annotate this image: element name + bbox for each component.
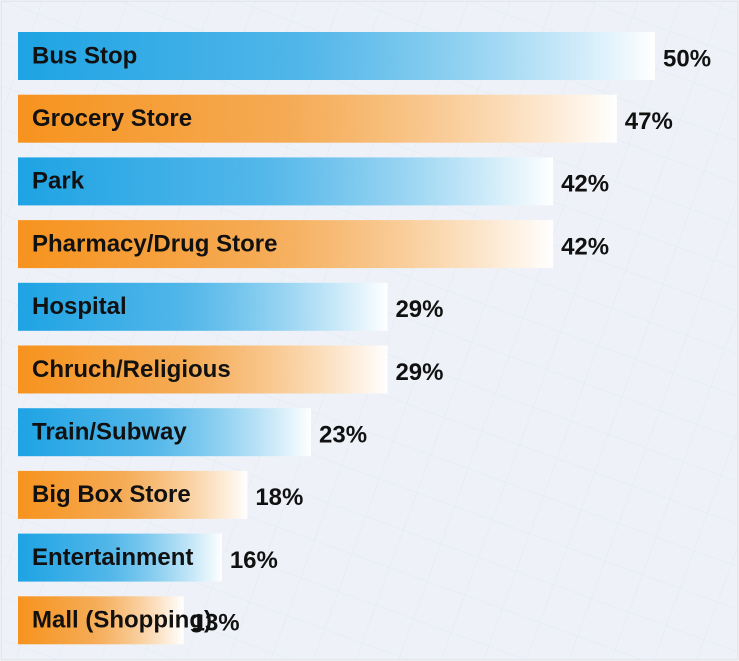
bar <box>18 408 312 457</box>
category-label: Big Box Store <box>32 481 191 508</box>
category-label: Park <box>32 168 85 195</box>
category-label: Bus Stop <box>32 42 137 69</box>
category-label: Grocery Store <box>32 105 192 132</box>
bar <box>18 220 554 269</box>
value-label: 47% <box>625 108 673 135</box>
category-label: Hospital <box>32 293 127 320</box>
category-label: Chruch/Religious <box>32 356 231 383</box>
category-label: Mall (Shopping) <box>32 607 212 634</box>
value-label: 13% <box>192 610 240 637</box>
value-label: 18% <box>255 484 303 511</box>
category-label: Entertainment <box>32 544 193 571</box>
bar <box>18 32 655 80</box>
bar <box>18 157 554 206</box>
category-label: Pharmacy/Drug Store <box>32 230 277 257</box>
value-label: 29% <box>395 359 443 386</box>
bar <box>18 596 184 645</box>
bar <box>18 345 388 394</box>
value-label: 29% <box>395 296 443 323</box>
value-label: 50% <box>663 45 711 72</box>
value-label: 23% <box>319 422 367 449</box>
bar <box>18 470 248 519</box>
category-label: Train/Subway <box>32 419 187 446</box>
bar <box>18 94 617 143</box>
bar <box>18 282 388 331</box>
bar <box>18 533 222 582</box>
value-label: 42% <box>561 171 609 198</box>
value-label: 42% <box>561 233 609 260</box>
value-label: 16% <box>230 547 278 574</box>
